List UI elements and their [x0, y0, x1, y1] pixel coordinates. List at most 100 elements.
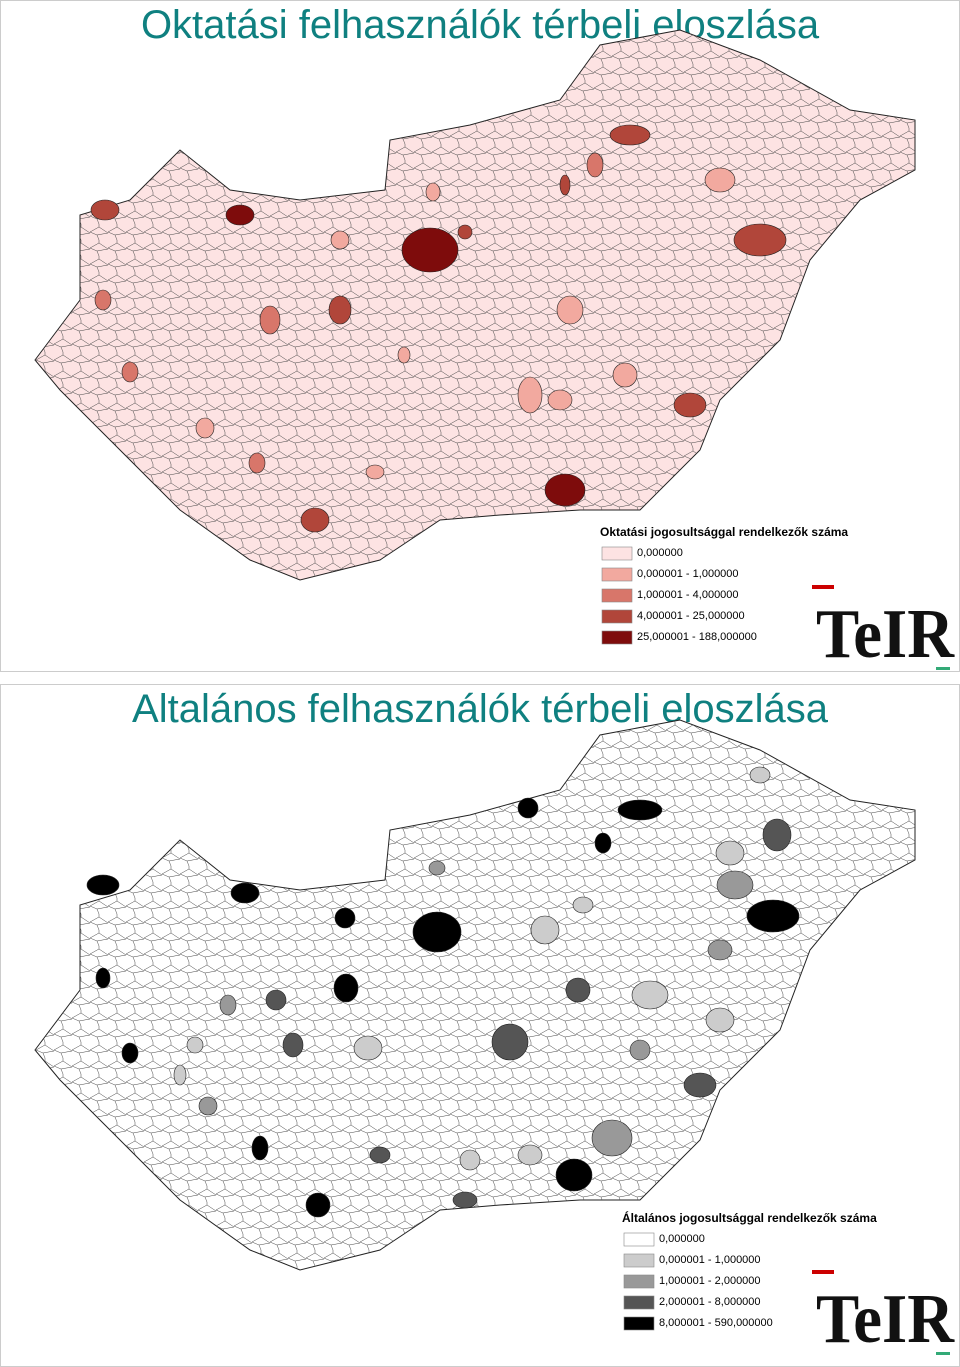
municipality: [491, 1023, 529, 1061]
municipality: [716, 870, 754, 900]
municipality: [673, 392, 707, 418]
logo: TeIR: [816, 596, 955, 673]
municipality: [749, 766, 771, 784]
municipality: [586, 152, 604, 178]
legend-swatch: [601, 609, 633, 624]
municipality: [282, 1032, 304, 1058]
municipality: [251, 1135, 269, 1161]
municipality: [259, 305, 281, 335]
legend-swatch: [623, 1253, 655, 1268]
municipality: [707, 939, 733, 961]
municipality: [334, 907, 356, 929]
map: [34, 29, 916, 581]
legend-item: 1,000001 - 2,000000: [659, 1275, 761, 1287]
municipality: [425, 182, 441, 202]
municipality: [544, 473, 586, 507]
municipality: [353, 1035, 383, 1061]
legend-item: 0,000001 - 1,000000: [637, 568, 739, 580]
municipality: [559, 174, 571, 196]
legend-swatch: [601, 588, 633, 603]
municipality: [121, 361, 139, 383]
panel: Oktatási felhasználók térbeli eloszlása O…: [34, 3, 955, 673]
legend-item: 4,000001 - 25,000000: [637, 610, 745, 622]
municipality: [86, 874, 120, 896]
municipality: [705, 1007, 735, 1033]
logo-mark: [936, 667, 950, 670]
legend-box: [596, 521, 906, 651]
municipality: [591, 1119, 633, 1157]
legend-item: 25,000001 - 188,000000: [637, 631, 757, 643]
municipality: [612, 362, 638, 388]
municipality: [609, 124, 651, 146]
municipality: [572, 896, 594, 914]
legend-title: Általános jogosultsággal rendelkezők szá…: [622, 1210, 877, 1225]
municipality: [300, 507, 330, 533]
municipality: [530, 915, 560, 945]
municipality: [631, 980, 669, 1010]
municipality: [90, 199, 120, 221]
legend-swatch: [601, 630, 633, 645]
municipality: [328, 295, 352, 325]
municipality: [401, 227, 459, 273]
municipality: [452, 1191, 478, 1209]
municipality: [230, 882, 260, 904]
municipality: [305, 1192, 331, 1218]
municipality: [412, 911, 462, 953]
municipality: [555, 1158, 593, 1192]
municipality: [265, 989, 287, 1011]
legend-box: [618, 1207, 928, 1337]
municipality: [517, 1144, 543, 1166]
municipality: [704, 167, 736, 193]
legend-swatch: [623, 1295, 655, 1310]
municipality: [225, 204, 255, 226]
map: [34, 719, 916, 1271]
legend-swatch: [623, 1316, 655, 1331]
municipality: [617, 799, 663, 821]
legend-item: 1,000001 - 4,000000: [637, 589, 739, 601]
municipality: [565, 977, 591, 1003]
municipality: [517, 797, 539, 819]
municipality: [94, 289, 112, 311]
legend-title: Oktatási jogosultsággal rendelkezők szám…: [600, 525, 848, 539]
legend-item: 8,000001 - 590,000000: [659, 1317, 773, 1329]
municipality: [333, 973, 359, 1003]
municipality: [517, 376, 543, 414]
municipality: [457, 224, 473, 240]
legend-swatch: [601, 567, 633, 582]
municipality: [173, 1064, 187, 1086]
municipality: [195, 417, 215, 439]
municipality: [556, 295, 584, 325]
panel-title: Oktatási felhasználók térbeli eloszlása: [141, 3, 820, 47]
municipality: [683, 1072, 717, 1098]
municipality: [715, 840, 745, 866]
logo-mark: [936, 1352, 950, 1355]
municipality: [547, 389, 573, 411]
municipality: [219, 994, 237, 1016]
municipality: [733, 223, 787, 257]
municipality: [397, 346, 411, 364]
municipality: [198, 1096, 218, 1116]
legend-item: 0,000000: [637, 547, 683, 559]
municipality: [746, 899, 800, 933]
municipality: [762, 818, 792, 852]
legend-item: 0,000001 - 1,000000: [659, 1254, 761, 1266]
municipality: [186, 1036, 204, 1054]
logo-mark: [812, 1270, 834, 1274]
municipality: [428, 860, 446, 876]
municipality: [248, 452, 266, 474]
legend-swatch: [601, 546, 633, 561]
municipality: [459, 1149, 481, 1171]
municipality: [594, 832, 612, 854]
legend-swatch: [623, 1274, 655, 1289]
municipality: [330, 230, 350, 250]
municipality: [365, 464, 385, 480]
municipality: [95, 967, 111, 989]
legend-item: 0,000000: [659, 1233, 705, 1245]
legend-item: 2,000001 - 8,000000: [659, 1296, 761, 1308]
legend-swatch: [623, 1232, 655, 1247]
logo-mark: [812, 585, 834, 589]
panel-title: Altalános felhasználók térbeli eloszlása: [132, 687, 829, 731]
municipality: [369, 1146, 391, 1164]
panel: Altalános felhasználók térbeli eloszlása…: [34, 687, 955, 1358]
